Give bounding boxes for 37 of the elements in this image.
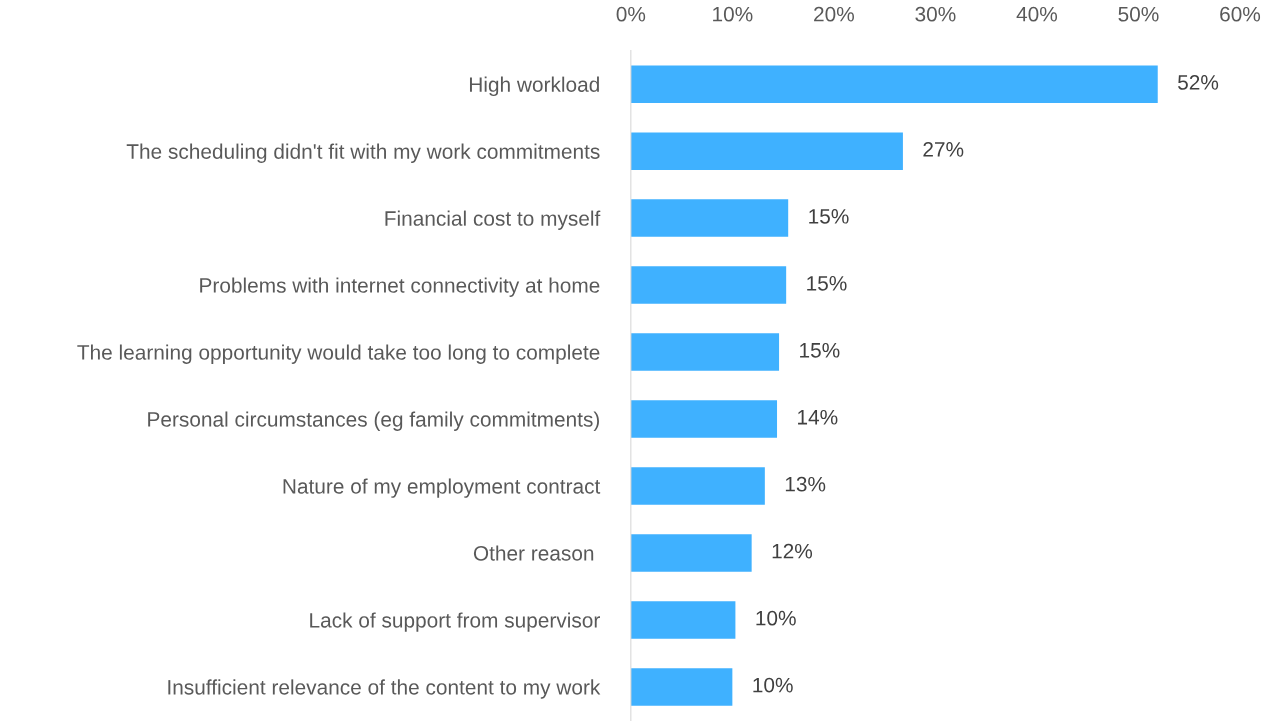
y-tick-label: Insufficient relevance of the content to my work bbox=[168, 679, 601, 699]
bar bbox=[630, 668, 733, 706]
bar bbox=[630, 266, 787, 304]
y-tick-label: The scheduling didn't fit with my work commitments bbox=[126, 143, 600, 164]
data-label: 15% bbox=[809, 209, 849, 224]
data-label: 10% bbox=[753, 677, 793, 693]
y-tick-label: The learning opportunity would take too long to complete bbox=[77, 344, 600, 364]
y-tick-label: Other reason bbox=[473, 545, 594, 561]
x-tick-label: 40% bbox=[1016, 6, 1058, 22]
data-label: 52% bbox=[1178, 75, 1219, 90]
bar bbox=[630, 534, 752, 572]
x-tick-label: 50% bbox=[1118, 6, 1159, 22]
data-label: 15% bbox=[807, 276, 847, 291]
data-label: 10% bbox=[756, 610, 796, 626]
y-tick-label: Nature of my employment contract bbox=[283, 478, 601, 498]
data-label: 13% bbox=[785, 476, 826, 492]
data-label: 15% bbox=[800, 342, 840, 358]
data-label: 14% bbox=[798, 409, 838, 425]
bar bbox=[630, 601, 736, 639]
y-tick-label: Lack of support from supervisor bbox=[310, 612, 600, 632]
x-tick-label: 20% bbox=[814, 6, 854, 22]
data-label: 27% bbox=[923, 141, 964, 157]
x-tick-label: 10% bbox=[713, 6, 753, 22]
y-tick-label: Financial cost to myself bbox=[385, 210, 601, 230]
bar bbox=[630, 132, 903, 170]
x-tick-label: 30% bbox=[915, 6, 956, 22]
bar bbox=[630, 199, 789, 237]
bar bbox=[630, 467, 765, 505]
data-label: 12% bbox=[772, 543, 813, 559]
x-tick-label: 0% bbox=[616, 6, 646, 22]
y-tick-label: Problems with internet connectivity at home bbox=[200, 277, 600, 297]
y-tick-label: High workload bbox=[469, 76, 599, 97]
bar bbox=[630, 333, 780, 371]
bar bbox=[630, 65, 1158, 103]
bar bbox=[630, 400, 778, 438]
y-tick-label: Personal circumstances (eg family commitments) bbox=[148, 411, 600, 431]
x-tick-label: 60% bbox=[1220, 6, 1261, 22]
